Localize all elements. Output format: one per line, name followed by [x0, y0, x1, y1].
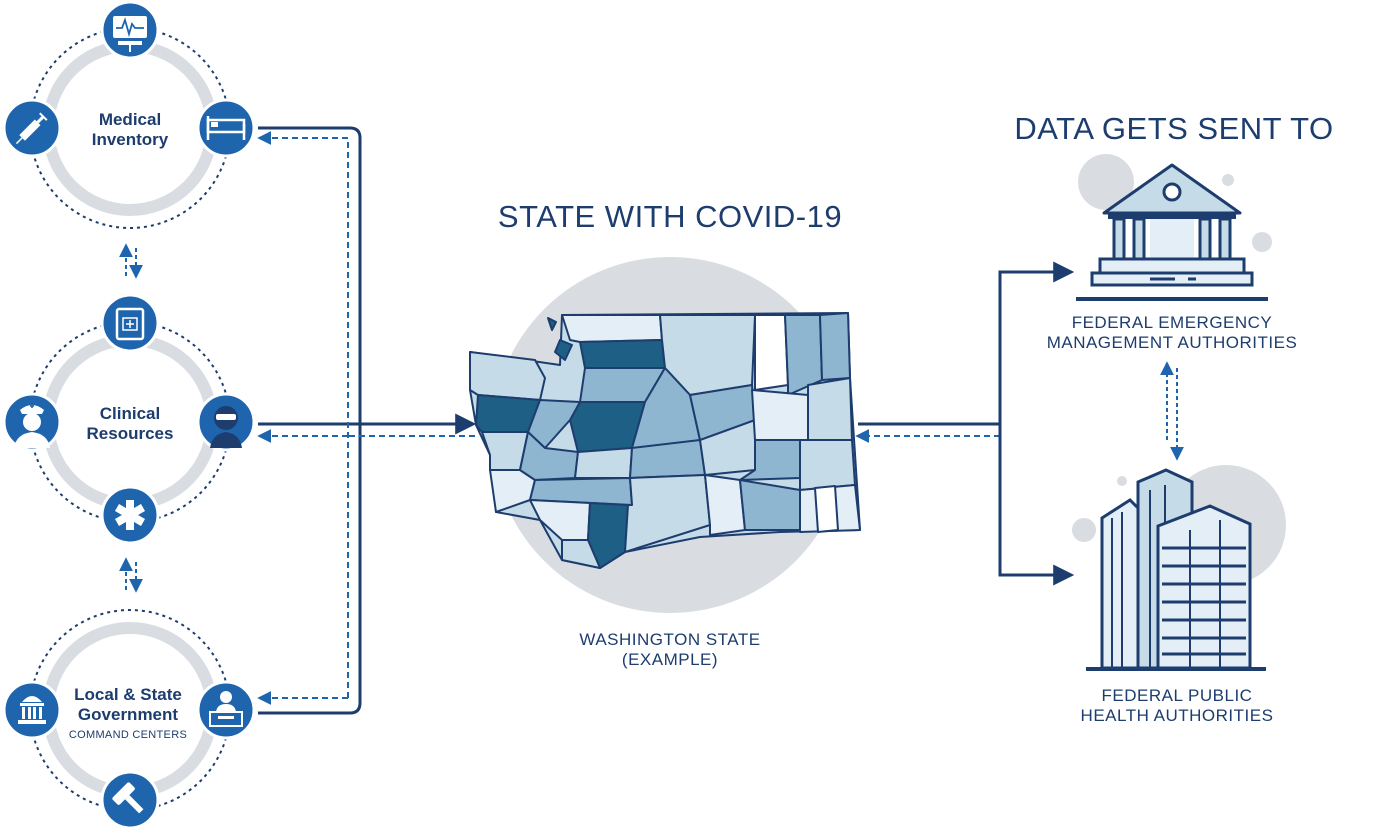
- county: [561, 314, 663, 343]
- county: [547, 317, 557, 331]
- hub-title-government: Local & State Government COMMAND CENTERS: [48, 685, 208, 742]
- hub-title-line: Resources: [86, 424, 174, 444]
- county: [814, 485, 839, 533]
- county: [739, 439, 801, 481]
- map-caption-line: WASHINGTON STATE: [579, 630, 761, 649]
- gavel-icon: [100, 770, 160, 830]
- county: [574, 447, 633, 479]
- washington-map: [469, 257, 861, 613]
- county: [561, 539, 601, 569]
- county: [527, 399, 581, 449]
- nurse-icon: [2, 392, 62, 452]
- hub-government: [2, 609, 256, 830]
- doctor-mask-icon: [196, 392, 256, 452]
- public-health-label: FEDERAL PUBLIC HEALTH AUTHORITIES: [1027, 686, 1327, 727]
- hub-title-line: Government: [77, 705, 179, 725]
- center-heading: STATE WITH COVID-19: [497, 199, 843, 234]
- hub-title-line: Local & State: [74, 685, 182, 704]
- county: [807, 377, 853, 441]
- hub-subtitle: COMMAND CENTERS: [68, 728, 188, 741]
- county: [819, 312, 851, 381]
- map-caption-line: (EXAMPLE): [621, 650, 719, 670]
- government-building-icon: [1076, 154, 1272, 301]
- right-connectors: [855, 261, 1075, 586]
- hub-title-medical-inventory: Medical Inventory: [50, 110, 210, 151]
- hub-medical-inventory: [2, 0, 256, 229]
- hub-title-line: Medical: [98, 110, 162, 129]
- fema-label-line: FEDERAL EMERGENCY: [1071, 313, 1273, 332]
- hub-title-clinical-resources: Clinical Resources: [50, 404, 210, 445]
- county: [751, 389, 809, 441]
- left-dashed-return: [257, 131, 475, 705]
- capitol-icon: [2, 680, 62, 740]
- tablet-icon: [100, 293, 160, 353]
- county: [799, 439, 856, 491]
- fema-label: FEDERAL EMERGENCY MANAGEMENT AUTHORITIES: [1022, 313, 1322, 354]
- fema-label-line: MANAGEMENT AUTHORITIES: [1046, 333, 1298, 353]
- public-health-label-line: HEALTH AUTHORITIES: [1080, 706, 1274, 726]
- left-solid-connector: [258, 126, 477, 715]
- county: [579, 339, 666, 369]
- county: [784, 314, 823, 396]
- county: [469, 351, 546, 401]
- bed-icon: [196, 98, 256, 158]
- county: [587, 502, 629, 569]
- map-caption: WASHINGTON STATE (EXAMPLE): [520, 630, 820, 671]
- hub-clinical-resources: [2, 293, 256, 545]
- desk-official-icon: [196, 680, 256, 740]
- county: [754, 314, 789, 391]
- office-buildings-icon: [1072, 465, 1286, 671]
- hub-link-arrows-2: [119, 557, 143, 593]
- county: [554, 339, 573, 361]
- monitor-icon: [100, 0, 160, 60]
- hub-link-arrows-1: [119, 243, 143, 279]
- federal-link-arrows: [1160, 361, 1184, 461]
- right-heading: DATA GETS SENT TO: [1014, 111, 1334, 146]
- star-of-life-icon: [100, 485, 160, 545]
- syringe-icon: [2, 98, 62, 158]
- hub-title-line: Inventory: [91, 130, 169, 150]
- public-health-label-line: FEDERAL PUBLIC: [1101, 686, 1253, 705]
- county: [704, 474, 746, 536]
- hub-title-line: Clinical: [99, 404, 161, 423]
- county: [739, 479, 801, 531]
